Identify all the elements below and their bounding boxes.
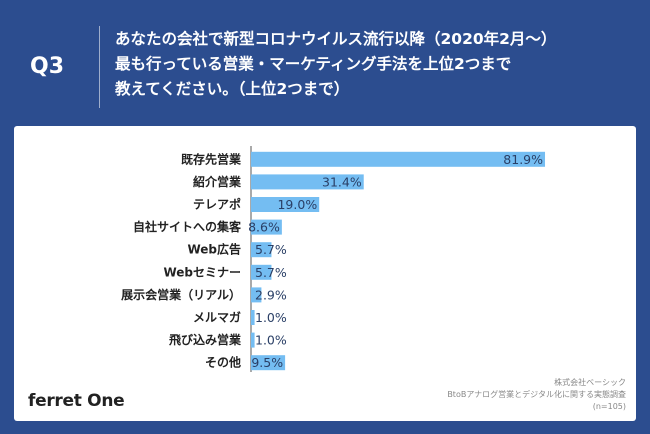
- bar: [251, 264, 272, 280]
- source-company: 株式会社ベーシック: [554, 378, 626, 387]
- value-label: 81.9%: [503, 152, 543, 167]
- value-label: 1.0%: [255, 310, 287, 325]
- question-line-2: 最も行っている営業・マーケティング手法を上位2つまで: [115, 55, 512, 73]
- bar: [251, 174, 364, 190]
- category-label: 飛び込み営業: [168, 332, 242, 347]
- category-label: テレアポ: [193, 197, 241, 212]
- value-label: 9.5%: [251, 355, 283, 370]
- category-label: Webセミナー: [163, 265, 241, 279]
- value-label: 31.4%: [322, 174, 362, 189]
- category-label: 展示会営業（リアル）: [121, 287, 241, 302]
- bar: [251, 287, 262, 303]
- ferret-one-logo: ferret One: [28, 391, 125, 411]
- category-label: Web広告: [187, 242, 241, 257]
- bar: [251, 310, 255, 325]
- bar-chart: 既存先営業 81.9% 紹介営業 31.4% テレアポ 19.0% 自社サイトへの集客 8.6…: [121, 146, 546, 372]
- value-label: 5.7%: [255, 242, 287, 257]
- value-label: 19.0%: [277, 197, 317, 212]
- category-label: その他: [205, 355, 241, 370]
- value-label: 8.6%: [248, 220, 280, 235]
- chart-panel: 既存先営業 81.9% 紹介営業 31.4% テレアポ 19.0% 自社サイトへの集客 8.6…: [14, 126, 636, 421]
- category-label: 紹介営業: [193, 174, 242, 189]
- bar: [251, 242, 272, 258]
- category-label: 自社サイトへの集客: [133, 219, 242, 234]
- source-sample-size: (n=105): [592, 402, 626, 411]
- value-label: 1.0%: [255, 333, 287, 348]
- category-label: メルマガ: [193, 310, 241, 325]
- question-line-3: 教えてください。（上位2つまで）: [115, 80, 350, 98]
- value-label: 2.9%: [255, 287, 287, 302]
- question-text: あなたの会社で新型コロナウイルス流行以降（2020年2月〜） 最も行っている営業…: [115, 27, 635, 102]
- bar: [251, 151, 546, 167]
- question-line-1: あなたの会社で新型コロナウイルス流行以降（2020年2月〜）: [115, 30, 557, 48]
- question-divider: [99, 26, 100, 108]
- source-survey: BtoBアナログ営業とデジタル化に関する実態調査: [447, 390, 626, 399]
- category-label: 既存先営業: [181, 151, 242, 166]
- bar: [251, 355, 286, 371]
- bar: [251, 219, 282, 235]
- bar: [251, 197, 320, 212]
- question-number: Q3: [30, 54, 65, 79]
- source-note: 株式会社ベーシック BtoBアナログ営業とデジタル化に関する実態調査 (n=10…: [447, 377, 626, 413]
- bar: [251, 332, 255, 348]
- value-label: 5.7%: [255, 265, 287, 280]
